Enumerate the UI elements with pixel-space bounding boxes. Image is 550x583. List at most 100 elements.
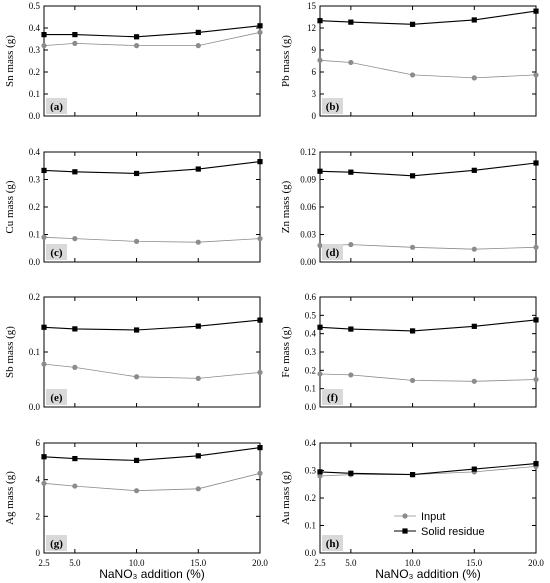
- data-point-input: [533, 244, 539, 250]
- data-point-input: [195, 239, 201, 245]
- y-tick-label: 0.2: [29, 202, 40, 212]
- x-tick-label: 5.0: [345, 558, 357, 568]
- plot-frame: [43, 5, 261, 117]
- y-tick-label: 4: [36, 475, 41, 485]
- data-point-solid-residue: [348, 19, 354, 25]
- y-tick-label: 0.2: [305, 493, 316, 503]
- data-point-solid-residue: [471, 466, 477, 472]
- data-point-solid-residue: [41, 324, 47, 330]
- data-point-input: [41, 480, 47, 486]
- panel-a: 0.0 0.1 0.2 0.3 0.4 0.5 Sn mass (g) (a): [4, 1, 263, 121]
- x-tick-label: 2.5: [314, 558, 326, 568]
- data-point-input: [72, 40, 78, 47]
- y-tick-label: 0.0: [305, 402, 317, 412]
- y-axis-label: Pb mass (g): [280, 35, 292, 87]
- y-tick-label: 0.0: [305, 548, 317, 558]
- y-axis-label: Sb mass (g): [4, 326, 16, 378]
- data-point-solid-residue: [133, 457, 140, 464]
- x-tick-label: 20.0: [528, 558, 544, 568]
- data-point-solid-residue: [348, 169, 354, 175]
- data-point-solid-residue: [533, 317, 539, 323]
- data-point-input: [257, 236, 263, 242]
- y-tick-label: 0.4: [29, 23, 41, 33]
- legend-marker-input: [402, 513, 408, 519]
- y-axis-label: Ag mass (g): [4, 471, 16, 525]
- panel-label-bg: [46, 389, 67, 405]
- data-point-solid-residue: [41, 32, 47, 38]
- data-point-solid-residue: [195, 323, 201, 329]
- x-tick-label: 20.0: [252, 558, 268, 568]
- y-tick-label: 0.1: [29, 230, 40, 240]
- plot-frame: [43, 151, 261, 263]
- data-point-input: [257, 369, 263, 375]
- data-point-input: [533, 376, 539, 383]
- data-point-input: [317, 242, 323, 249]
- data-point-input: [533, 72, 539, 78]
- data-point-solid-residue: [257, 317, 263, 323]
- y-tick-label: 0.4: [305, 329, 317, 339]
- legend-label-input: Input: [421, 511, 445, 523]
- y-tick-label: 0.2: [29, 67, 40, 77]
- data-point-solid-residue: [72, 326, 78, 332]
- y-tick-label: 12: [307, 23, 316, 33]
- y-axis-label: Sn mass (g): [4, 35, 16, 87]
- data-point-solid-residue: [257, 23, 263, 29]
- y-tick-label: 0.0: [29, 111, 41, 121]
- x-axis-label: NaNO₃ addition (%): [375, 567, 481, 581]
- panel-label-bg: [322, 244, 343, 260]
- data-point-solid-residue: [195, 29, 201, 35]
- data-point-solid-residue: [133, 170, 140, 177]
- data-point-input: [471, 75, 477, 81]
- y-axis-label: Zn mass (g): [280, 180, 292, 233]
- y-tick-label: 0.2: [305, 365, 316, 375]
- data-point-solid-residue: [72, 455, 78, 462]
- x-tick-label: 2.5: [38, 558, 50, 568]
- data-point-input: [348, 241, 354, 248]
- panel-d: 0.00 0.03 0.06 0.09 0.12 Zn mass (g) (d): [280, 147, 539, 267]
- x-tick-label: 5.0: [69, 558, 81, 568]
- legend: Input Solid residue: [394, 511, 485, 538]
- panel-label: (c): [50, 247, 63, 259]
- data-point-input: [195, 375, 201, 381]
- panel-label-bg: [322, 535, 343, 551]
- y-tick-label: 0.09: [300, 175, 316, 185]
- data-point-input: [257, 470, 263, 476]
- y-tick-label: 0.00: [300, 257, 316, 267]
- data-point-input: [317, 57, 323, 63]
- data-point-input: [41, 361, 47, 367]
- x-tick-label: 15.0: [466, 558, 482, 568]
- y-tick-label: 0.3: [29, 175, 41, 185]
- data-point-solid-residue: [317, 469, 323, 475]
- y-tick-label: 0.0: [29, 257, 41, 267]
- y-tick-label: 3: [312, 89, 317, 99]
- data-point-solid-residue: [195, 166, 201, 172]
- y-axis-label: Fe mass (g): [280, 326, 292, 378]
- x-tick-label: 10.0: [405, 558, 421, 568]
- y-tick-label: 15: [307, 1, 317, 11]
- data-point-solid-residue: [409, 21, 416, 27]
- data-point-solid-residue: [72, 32, 78, 38]
- y-tick-label: 0: [312, 111, 317, 121]
- data-point-input: [133, 238, 140, 244]
- y-axis-label: Cu mass (g): [4, 180, 16, 234]
- panel-f: 0.0 0.1 0.2 0.3 0.4 0.5 0.6 Fe mass (g) (f): [280, 292, 539, 412]
- y-tick-label: 0.1: [29, 347, 40, 357]
- data-point-input: [409, 377, 416, 384]
- y-tick-label: 0.6: [305, 292, 317, 302]
- data-point-solid-residue: [348, 326, 354, 332]
- data-point-input: [348, 59, 354, 66]
- y-tick-label: 6: [312, 67, 317, 77]
- y-tick-label: 0.1: [305, 521, 316, 531]
- data-point-input: [195, 43, 201, 49]
- panel-label-bg: [46, 98, 67, 114]
- y-tick-label: 0.3: [29, 45, 41, 55]
- y-tick-label: 6: [36, 438, 41, 448]
- data-point-input: [41, 234, 47, 240]
- y-tick-label: 0.3: [305, 466, 317, 476]
- y-tick-label: 0: [36, 548, 41, 558]
- data-point-input: [195, 486, 201, 492]
- data-point-solid-residue: [317, 168, 323, 174]
- data-point-solid-residue: [348, 470, 354, 476]
- data-point-input: [471, 246, 477, 252]
